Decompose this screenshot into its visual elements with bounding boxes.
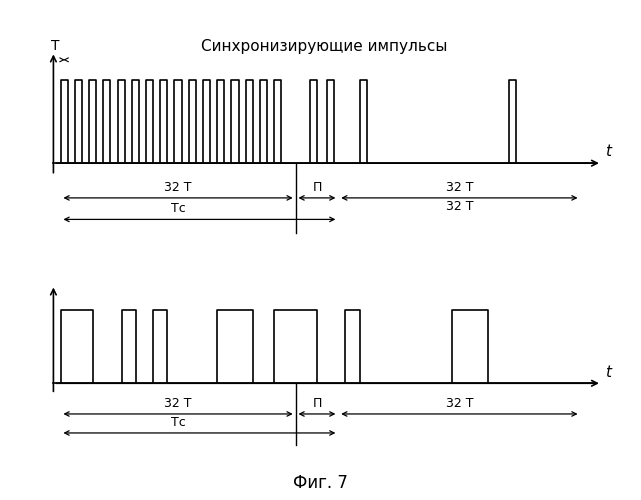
Text: t: t [604,144,611,159]
Text: 32 T: 32 T [445,181,473,194]
Text: Фиг. 7: Фиг. 7 [293,474,348,492]
Text: П: П [312,398,322,410]
Text: Синхронизирующие импульсы: Синхронизирующие импульсы [201,39,447,54]
Text: Tс: Tс [171,202,185,215]
Text: 32 T: 32 T [164,398,192,410]
Text: T: T [51,39,59,53]
Text: 32 T: 32 T [164,181,192,194]
Text: П: П [312,181,322,194]
Text: t: t [604,364,611,380]
Text: 32 T: 32 T [445,398,473,410]
Text: Tс: Tс [171,416,185,430]
Text: 32 T: 32 T [445,200,473,213]
